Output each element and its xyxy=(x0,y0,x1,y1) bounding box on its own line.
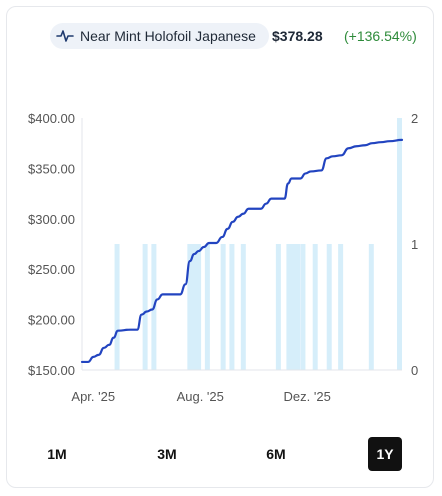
range-button-3m[interactable]: 3M xyxy=(157,446,177,462)
y-right-tick-label: 0 xyxy=(411,363,418,378)
product-name: Near Mint Holofoil Japanese xyxy=(80,28,256,44)
y-right-tick-label: 2 xyxy=(411,111,418,126)
y-left-tick-label: $150.00 xyxy=(28,363,75,378)
volume-bar xyxy=(290,244,296,370)
range-button-6m[interactable]: 6M xyxy=(266,446,286,462)
volume-bar xyxy=(142,244,148,370)
volume-bar xyxy=(240,244,246,370)
volume-bar xyxy=(196,244,202,370)
volume-bar xyxy=(191,244,197,370)
volume-bar xyxy=(229,244,235,370)
product-pill: Near Mint Holofoil Japanese xyxy=(50,23,269,49)
x-tick-label: Aug. '25 xyxy=(177,389,224,404)
x-tick-label: Apr. '25 xyxy=(71,389,115,404)
volume-bar xyxy=(114,244,120,370)
volume-bar xyxy=(397,118,402,370)
volume-bar xyxy=(338,244,344,370)
volume-bar xyxy=(295,244,301,370)
volume-bar xyxy=(300,244,306,370)
volume-bar xyxy=(368,244,374,370)
volume-bar xyxy=(326,244,332,370)
y-left-tick-label: $250.00 xyxy=(28,262,75,277)
chart-axes: $150.00 $200.00 $250.00 $300.00 $350.00 $400.… xyxy=(28,111,418,404)
volume-bar xyxy=(187,244,193,370)
range-button-1m[interactable]: 1M xyxy=(47,446,67,462)
volume-bars xyxy=(114,118,402,370)
volume-bar xyxy=(286,244,292,370)
y-left-tick-label: $200.00 xyxy=(28,313,75,328)
y-left-tick-label: $350.00 xyxy=(28,161,75,176)
volume-bar xyxy=(204,244,210,370)
y-right-tick-label: 1 xyxy=(411,237,418,252)
product-price: $378.28 xyxy=(272,28,323,44)
y-left-tick-label: $300.00 xyxy=(28,212,75,227)
x-tick-label: Dez. '25 xyxy=(284,389,331,404)
price-change: (+136.54%) xyxy=(344,28,417,44)
range-button-1y[interactable]: 1Y xyxy=(368,437,402,471)
volume-bar xyxy=(220,244,226,370)
volume-bar xyxy=(275,244,281,370)
price-history-card xyxy=(6,6,434,488)
y-left-tick-label: $400.00 xyxy=(28,111,75,126)
line-chart-icon xyxy=(56,30,74,42)
price-line xyxy=(80,138,404,364)
volume-bar xyxy=(312,244,318,370)
